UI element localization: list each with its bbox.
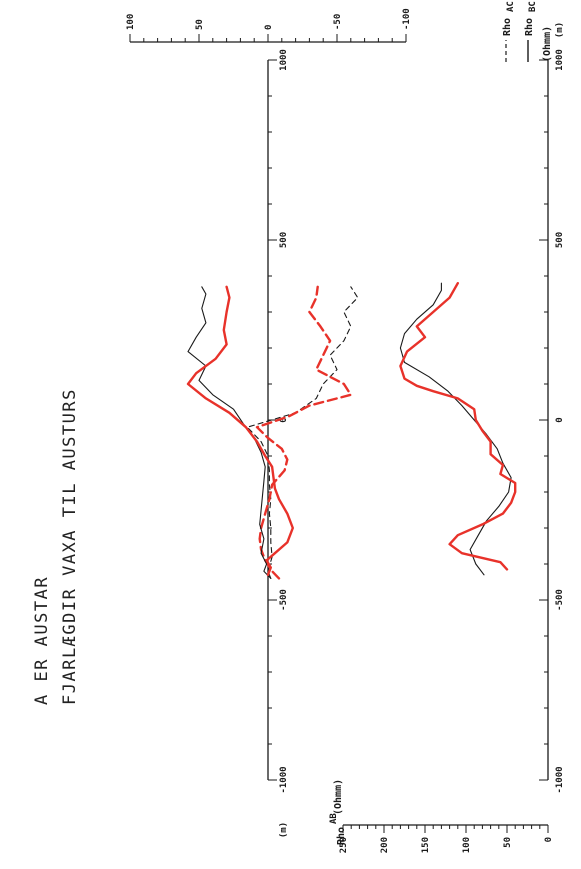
top-x-tick-label: -1000 xyxy=(279,766,289,793)
bottom-y-sub: AB xyxy=(329,813,339,824)
legend-units: (Ohmm) xyxy=(542,26,553,62)
title-line1: A ER AUSTAR xyxy=(32,576,52,705)
bottom-y-tick-label: 200 xyxy=(380,837,390,853)
top-x-unit-label: (m) xyxy=(279,822,289,838)
bottom-y-tick-label: 100 xyxy=(462,837,472,853)
legend: Rho AC-AB xyxy=(502,0,516,62)
top-series-2 xyxy=(187,286,272,579)
legend-ac-label: Rho xyxy=(502,18,513,36)
title-line2: FJARLÆGDIR VAXA TIL AUSTURS xyxy=(60,388,80,705)
bottom-x-tick-label: 0 xyxy=(555,417,565,422)
bottom-x-tick-label: -500 xyxy=(555,589,565,611)
bottom-y-tick-label: 50 xyxy=(503,837,513,848)
top-x-tick-label: -500 xyxy=(279,589,289,611)
legend-ac-sub: AC-AB xyxy=(506,0,516,12)
top-series-1 xyxy=(255,285,352,580)
bottom-y-label: Rho xyxy=(336,827,347,845)
title-line2-group: FJARLÆGDIR VAXA TIL AUSTURS xyxy=(60,388,80,705)
bottom-x-tick-label: -1000 xyxy=(555,766,565,793)
bottom-y-tick-label: 0 xyxy=(544,837,554,842)
legend-units-group: (Ohmm) xyxy=(542,26,553,62)
legend-bc: Rho BC-AB xyxy=(524,0,538,62)
bottom-x-tick-label: 500 xyxy=(555,232,565,248)
title-line1-group: A ER AUSTAR xyxy=(32,576,52,705)
bottom-y-units: (Ohmm) xyxy=(333,779,344,815)
bottom-series-1 xyxy=(399,282,517,571)
top-x-tick-label: 500 xyxy=(279,232,289,248)
bottom-y-tick-label: 150 xyxy=(421,837,431,853)
top-series-0 xyxy=(246,286,359,579)
top-x-tick-label: 0 xyxy=(279,417,289,422)
legend-bc-sub: BC-AB xyxy=(528,0,538,12)
bottom-y-tick-label: 250 xyxy=(339,837,349,853)
top-y-tick-label: 100 xyxy=(126,14,136,30)
top-y-tick-label: -100 xyxy=(402,8,412,30)
top-x-tick-label: 1000 xyxy=(279,49,289,71)
top-y-tick-label: -50 xyxy=(333,14,343,30)
bottom-x-tick-label: 1000 xyxy=(555,49,565,71)
top-y-tick-label: 0 xyxy=(264,25,274,30)
top-series-3 xyxy=(186,285,294,576)
top-y-tick-label: 50 xyxy=(195,19,205,30)
legend-bc-label: Rho xyxy=(524,18,535,36)
bottom-x-unit-label: (m) xyxy=(555,22,565,38)
